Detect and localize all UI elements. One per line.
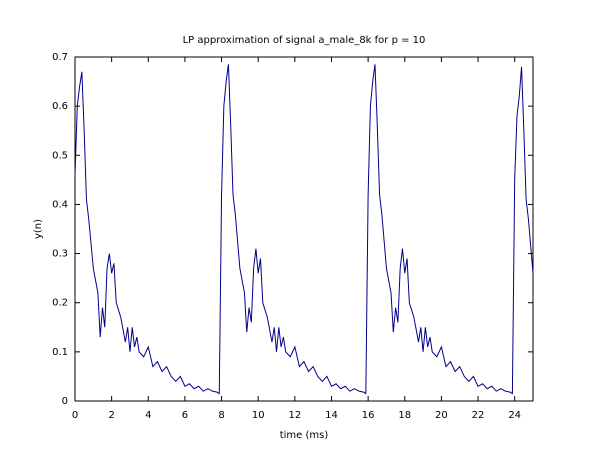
- x-tick-label: 10: [252, 410, 265, 421]
- x-tick-label: 6: [182, 410, 188, 421]
- y-tick-label: 0.3: [52, 249, 68, 260]
- y-tick-label: 0.5: [52, 150, 68, 161]
- x-tick-label: 20: [435, 410, 448, 421]
- x-tick-label: 14: [325, 410, 338, 421]
- x-tick-label: 0: [72, 410, 78, 421]
- x-tick-label: 2: [108, 410, 114, 421]
- y-tick-label: 0: [62, 396, 68, 407]
- y-tick-label: 0.4: [52, 199, 68, 210]
- y-axis-label: y(n): [33, 219, 44, 239]
- y-tick-label: 0.2: [52, 298, 68, 309]
- x-tick-label: 8: [218, 410, 224, 421]
- x-tick-label: 18: [398, 410, 411, 421]
- y-tick-label: 0.1: [52, 347, 68, 358]
- x-tick-label: 4: [145, 410, 151, 421]
- plot-frame: [74, 56, 534, 402]
- signal-line: [74, 64, 534, 395]
- chart-title: LP approximation of signal a_male_8k for…: [183, 35, 426, 46]
- y-tick-label: 0.6: [52, 101, 68, 112]
- x-tick-label: 22: [472, 410, 485, 421]
- x-tick-label: 24: [508, 410, 521, 421]
- x-axis-label: time (ms): [280, 430, 329, 441]
- x-tick-label: 12: [288, 410, 301, 421]
- x-tick-label: 16: [362, 410, 375, 421]
- y-tick-label: 0.7: [52, 52, 68, 63]
